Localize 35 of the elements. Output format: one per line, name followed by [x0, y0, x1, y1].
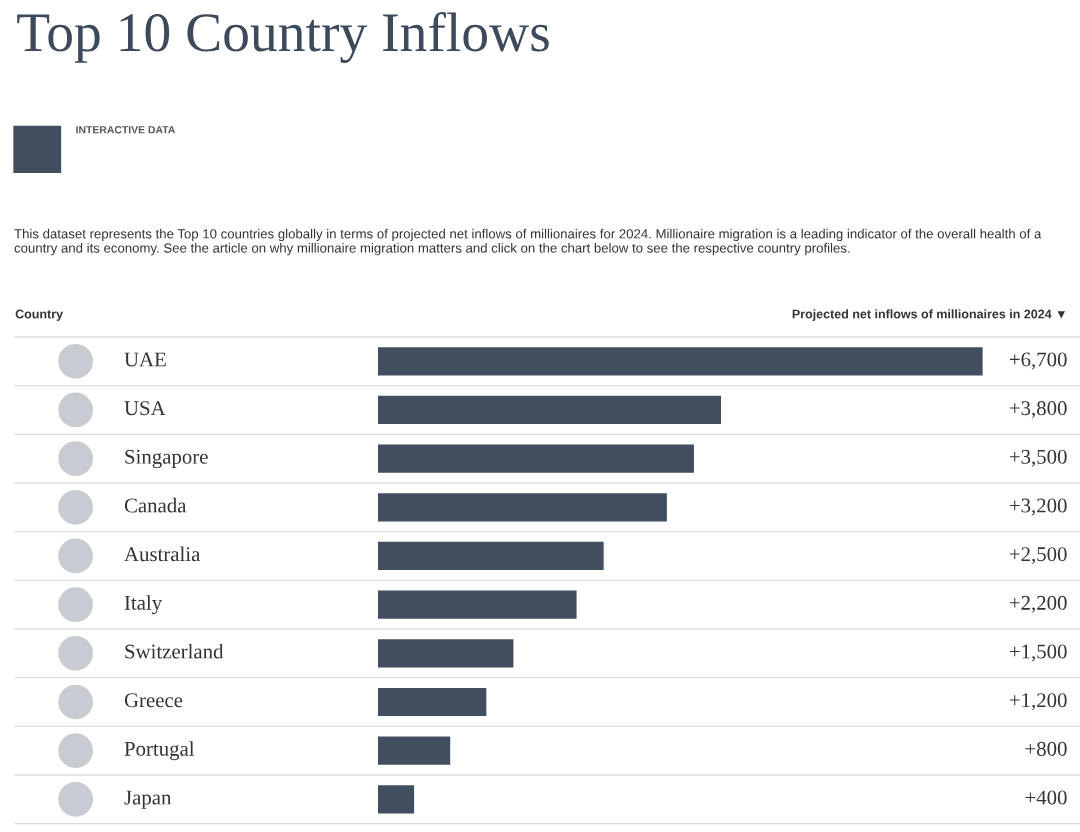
- y-tick-label: Portugal: [124, 741, 195, 761]
- data-label: +3,200: [1009, 498, 1067, 516]
- text: INTERACTIVE DATA: [76, 126, 176, 134]
- data-label: +1,200: [1009, 693, 1067, 711]
- data-label: +400: [1025, 790, 1067, 805]
- data-label: +2,200: [1009, 595, 1067, 613]
- y-tick-label: Australia: [124, 546, 201, 562]
- y-tick-label: Switzerland: [125, 643, 224, 659]
- chart-title: Top 10 Country Inflows: [17, 11, 549, 63]
- text: Country: [15, 309, 63, 321]
- bar: [378, 785, 415, 814]
- bar: [378, 541, 604, 571]
- y-tick-label: Italy: [124, 595, 163, 615]
- bar: [378, 639, 514, 668]
- data-label: +2,500: [1009, 547, 1067, 565]
- bar: [378, 590, 577, 619]
- bar: [378, 395, 722, 425]
- y-tick-label: Canada: [124, 497, 187, 513]
- data-label: +800: [1025, 741, 1067, 756]
- x-axis-title: Projected net inflows of millionaires in 2024 ▼: [792, 309, 1065, 321]
- data-label: +1,500: [1009, 644, 1067, 662]
- bar: [378, 736, 451, 765]
- bar: [378, 444, 694, 473]
- text: This dataset represents the Top 10 countries globally in terms of projected net inflows of millionaires for 2024. Millionaire migration is a leading indicator of the overall health of a country and its economy. See the article on why millionaire migration matters and click on the chart below to see the respective country profiles.: [14, 228, 1042, 256]
- y-tick-label: UAE: [124, 352, 166, 367]
- y-tick-label: Greece: [124, 693, 183, 708]
- y-tick-label: USA: [124, 401, 166, 416]
- bar: [378, 347, 983, 376]
- bar: [378, 687, 487, 717]
- bar: [378, 493, 667, 522]
- y-tick-label: Japan: [124, 790, 172, 809]
- data-label: +6,700: [1009, 352, 1067, 370]
- data-label: +3,800: [1009, 401, 1067, 419]
- data-label: +3,500: [1009, 449, 1067, 467]
- y-tick-label: Singapore: [125, 449, 208, 469]
